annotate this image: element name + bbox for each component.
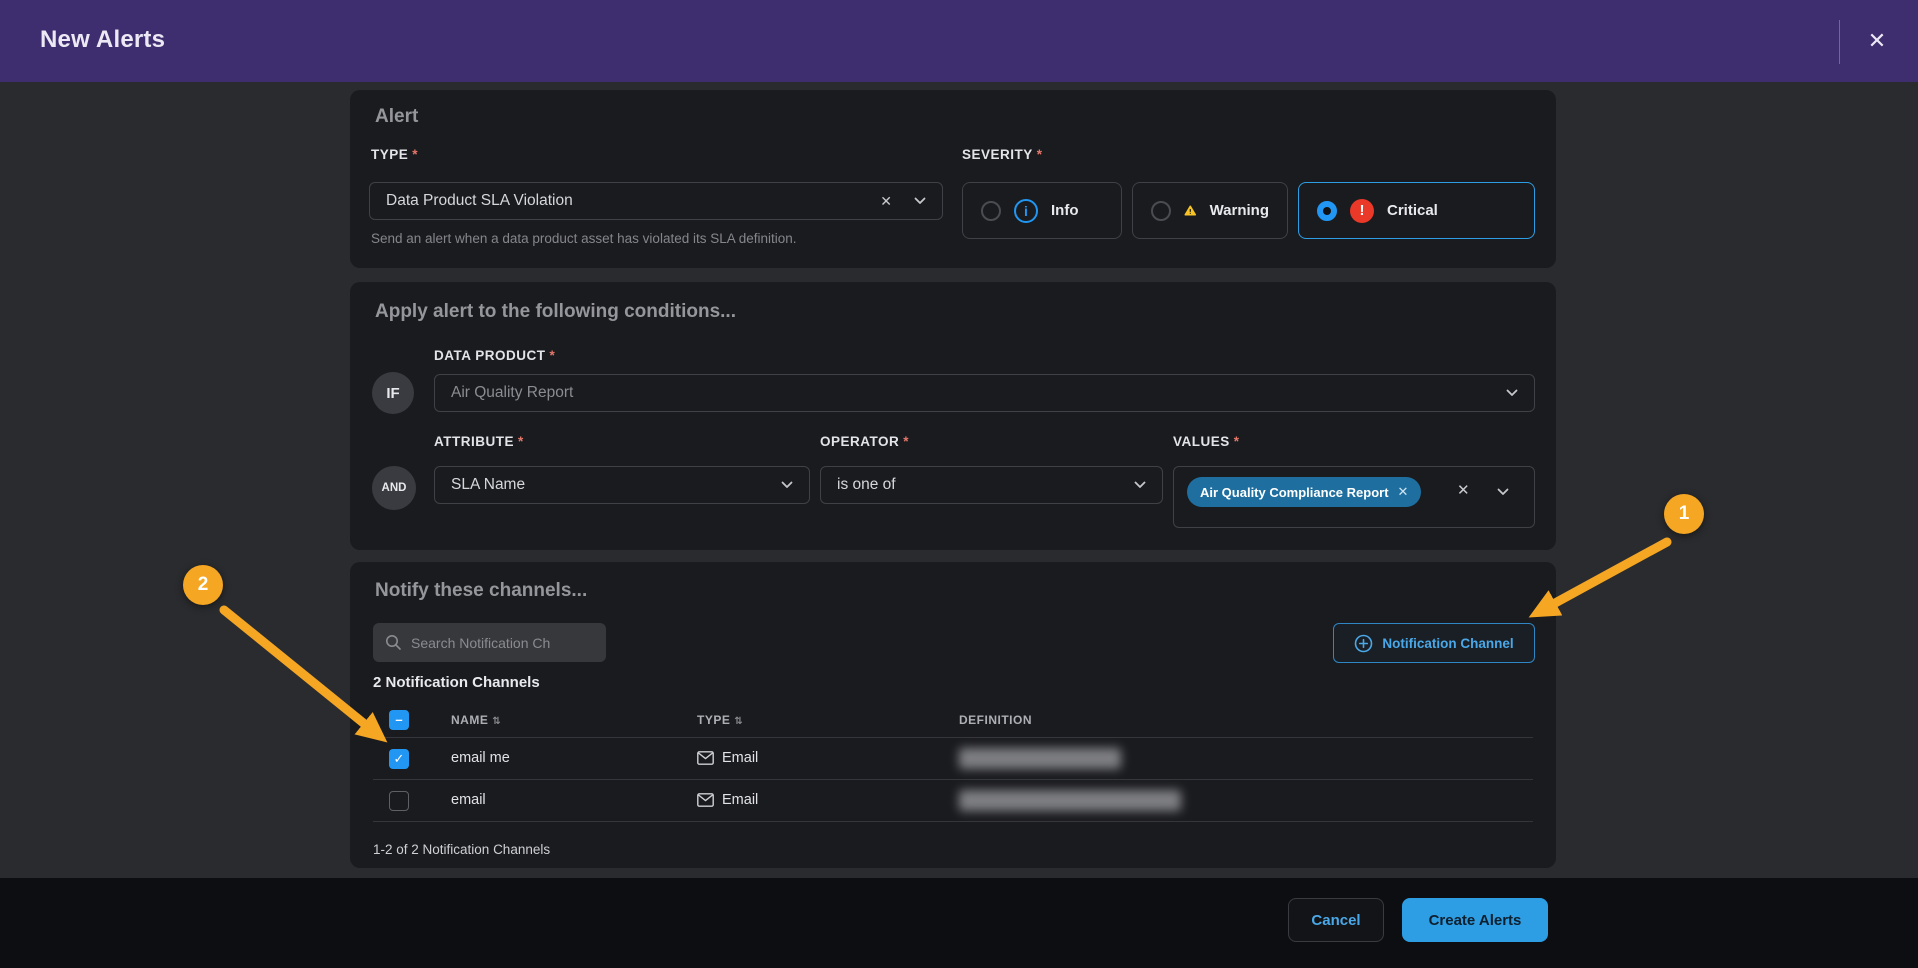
severity-option-critical[interactable]: ! Critical: [1298, 182, 1535, 239]
type-select[interactable]: Data Product SLA Violation ✕: [369, 182, 943, 220]
clear-icon[interactable]: ✕: [1457, 482, 1470, 499]
critical-icon: !: [1350, 198, 1374, 223]
type-helper-text: Send an alert when a data product asset …: [371, 231, 797, 246]
email-icon: [697, 751, 714, 765]
operator-label: OPERATOR *: [820, 434, 910, 449]
add-notification-channel-button[interactable]: Notification Channel: [1333, 623, 1535, 663]
chevron-down-icon[interactable]: [1134, 481, 1146, 489]
values-label: VALUES *: [1173, 434, 1240, 449]
warning-icon: [1184, 205, 1197, 216]
attribute-value: SLA Name: [451, 476, 526, 493]
table-row-email-me[interactable]: ✓ email me Email: [373, 738, 1533, 780]
required-marker: *: [1233, 434, 1240, 449]
channel-search-box: [373, 623, 606, 662]
chevron-down-icon[interactable]: [1497, 488, 1509, 496]
close-icon[interactable]: ✕: [1858, 22, 1896, 60]
type-select-value: Data Product SLA Violation: [386, 192, 573, 209]
data-product-value: Air Quality Report: [451, 384, 574, 401]
sort-icon: ⇅: [492, 716, 502, 727]
info-icon: i: [1014, 198, 1038, 223]
titlebar-divider: [1839, 20, 1840, 64]
severity-option-warning[interactable]: Warning: [1132, 182, 1288, 239]
radio-unchecked[interactable]: [1151, 200, 1171, 221]
column-header-type[interactable]: TYPE ⇅: [697, 713, 744, 727]
column-header-definition: DEFINITION: [959, 713, 1032, 727]
severity-label: SEVERITY *: [962, 147, 1043, 162]
column-header-name[interactable]: NAME ⇅: [451, 713, 502, 727]
data-product-label: DATA PRODUCT *: [434, 348, 556, 363]
chevron-down-icon[interactable]: [781, 481, 793, 489]
sort-icon: ⇅: [734, 716, 744, 727]
severity-options: i Info Warning ! Critical: [962, 182, 1535, 239]
channel-count: 2 Notification Channels: [373, 674, 540, 691]
plus-icon: [1355, 634, 1373, 652]
pagination-text: 1-2 of 2 Notification Channels: [373, 842, 551, 857]
required-marker: *: [1036, 147, 1043, 162]
type-label: TYPE *: [371, 147, 419, 162]
select-all-checkbox-indeterminate[interactable]: –: [389, 710, 409, 730]
radio-unchecked[interactable]: [981, 200, 1001, 221]
values-multiselect[interactable]: Air Quality Compliance Report ✕ ✕: [1173, 466, 1535, 528]
attribute-label: ATTRIBUTE *: [434, 434, 524, 449]
modal-titlebar: New Alerts ✕: [0, 0, 1918, 82]
modal-footer: Cancel Create Alerts: [0, 878, 1918, 968]
table-row-email[interactable]: email Email: [373, 780, 1533, 822]
channel-name: email: [451, 792, 486, 808]
conditions-card: Apply alert to the following conditions.…: [350, 282, 1556, 550]
row-checkbox-checked[interactable]: ✓: [389, 749, 409, 769]
redacted-definition: [959, 790, 1181, 811]
channel-type: Email: [697, 792, 758, 808]
email-icon: [697, 793, 714, 807]
search-input[interactable]: [411, 634, 594, 651]
notify-card: Notify these channels... Notification Ch…: [350, 562, 1556, 868]
redacted-definition: [959, 748, 1121, 769]
add-button-label: Notification Channel: [1382, 635, 1514, 651]
required-marker: *: [412, 147, 419, 162]
channels-table: – NAME ⇅ TYPE ⇅ DEFINITION ✓ email me Emai…: [373, 705, 1533, 822]
required-marker: *: [518, 434, 524, 449]
search-icon: [386, 635, 401, 650]
required-marker: *: [549, 348, 556, 363]
channel-name: email me: [451, 750, 510, 766]
chevron-down-icon[interactable]: [1506, 389, 1518, 397]
data-product-select[interactable]: Air Quality Report: [434, 374, 1535, 412]
chip-remove-icon[interactable]: ✕: [1397, 484, 1409, 499]
alert-card: Alert TYPE * Data Product SLA Violation ✕…: [350, 90, 1556, 268]
annotation-arrow-1: [1528, 537, 1672, 618]
clear-icon[interactable]: ✕: [880, 192, 892, 209]
attribute-select[interactable]: SLA Name: [434, 466, 810, 504]
severity-option-info[interactable]: i Info: [962, 182, 1122, 239]
modal-title: New Alerts: [40, 26, 166, 53]
annotation-badge-1: 1: [1664, 494, 1704, 534]
notify-heading: Notify these channels...: [375, 580, 588, 601]
annotation-badge-2: 2: [183, 565, 223, 605]
operator-select[interactable]: is one of: [820, 466, 1163, 504]
chevron-down-icon[interactable]: [914, 197, 926, 205]
value-chip[interactable]: Air Quality Compliance Report ✕: [1187, 477, 1422, 507]
channel-type: Email: [697, 750, 758, 766]
create-alerts-button[interactable]: Create Alerts: [1402, 898, 1548, 942]
row-checkbox-unchecked[interactable]: [389, 791, 409, 811]
required-marker: *: [903, 434, 910, 449]
radio-checked[interactable]: [1317, 200, 1337, 221]
if-badge: IF: [372, 372, 414, 414]
alert-heading: Alert: [375, 106, 419, 127]
operator-value: is one of: [837, 476, 896, 493]
conditions-heading: Apply alert to the following conditions.…: [375, 301, 736, 322]
and-badge: AND: [372, 466, 416, 510]
value-chip-label: Air Quality Compliance Report: [1200, 484, 1389, 500]
table-header-row: – NAME ⇅ TYPE ⇅ DEFINITION: [373, 705, 1533, 738]
cancel-button[interactable]: Cancel: [1288, 898, 1384, 942]
